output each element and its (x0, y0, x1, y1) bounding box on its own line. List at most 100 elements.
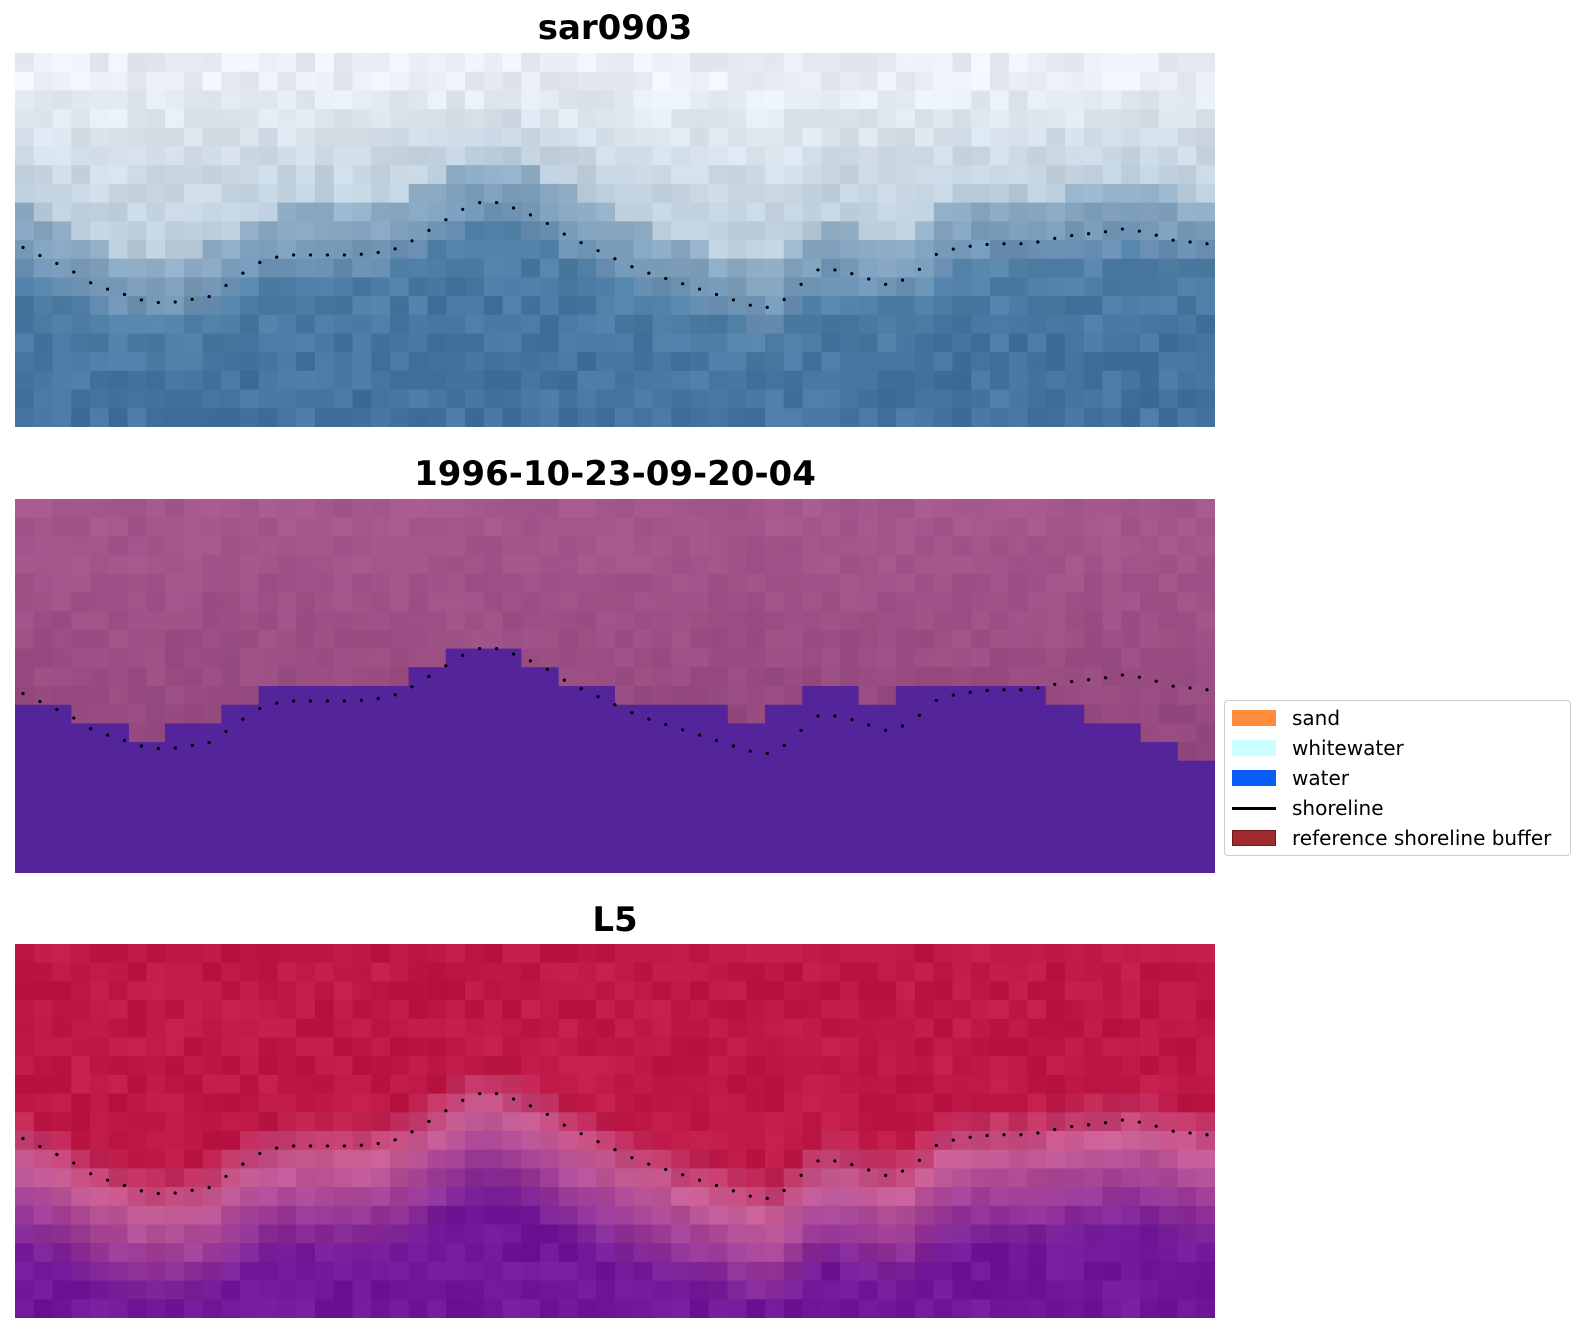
pixel (446, 389, 466, 409)
pixel (15, 1112, 35, 1132)
pixel (802, 944, 822, 964)
pixel (521, 71, 541, 91)
pixel (1008, 536, 1029, 556)
pixel (577, 1093, 597, 1113)
pixel (708, 202, 729, 222)
pixel (1177, 1224, 1197, 1244)
pixel (1196, 592, 1215, 612)
pixel (146, 408, 166, 427)
pixel (71, 1205, 91, 1226)
pixel (165, 1000, 185, 1020)
pixel (1065, 962, 1085, 982)
pixel (390, 277, 410, 297)
pixel (71, 555, 91, 575)
pixel (690, 90, 710, 110)
pixel (165, 53, 185, 73)
pixel (71, 1093, 91, 1113)
pixel (1065, 573, 1085, 594)
pixel (933, 555, 954, 575)
pixel (427, 165, 447, 185)
pixel (765, 389, 785, 409)
pixel (1196, 648, 1215, 668)
pixel (390, 408, 410, 427)
pixel (1121, 1093, 1141, 1113)
pixel (333, 258, 354, 278)
pixel (765, 629, 785, 650)
pixel (596, 314, 616, 335)
pixel (1102, 1299, 1122, 1318)
pixel (1027, 1000, 1047, 1020)
pixel (146, 592, 166, 612)
pixel (708, 648, 729, 668)
pixel (671, 1168, 691, 1188)
pixel (108, 296, 129, 316)
pixel (1046, 1299, 1066, 1318)
pixel (483, 499, 504, 519)
pixel (952, 536, 972, 556)
pixel (465, 1018, 485, 1039)
pixel (15, 314, 35, 335)
pixel (33, 1131, 54, 1151)
pixel (258, 944, 279, 964)
pixel (596, 146, 616, 166)
pixel (558, 1224, 579, 1244)
pixel (90, 408, 110, 427)
pixel (521, 165, 541, 185)
pixel (858, 536, 879, 556)
pixel (1008, 1056, 1029, 1076)
pixel (633, 962, 654, 982)
pixel (352, 1243, 372, 1263)
pixel (427, 240, 447, 260)
pixel (1083, 352, 1104, 372)
pixel (52, 592, 72, 612)
pixel (933, 389, 954, 409)
pixel (952, 258, 972, 278)
pixel (933, 277, 954, 297)
pixel (371, 221, 391, 241)
pixel (633, 1280, 654, 1300)
pixel (952, 1261, 972, 1282)
pixel (446, 1131, 466, 1151)
pixel (990, 1018, 1010, 1039)
pixel (465, 611, 485, 631)
pixel (1065, 1131, 1085, 1151)
pixel (821, 314, 841, 335)
pixel (258, 1056, 279, 1076)
pixel (615, 352, 635, 372)
pixel (71, 1112, 91, 1132)
pixel (708, 127, 729, 148)
pixel (671, 536, 691, 556)
pixel (540, 1018, 560, 1039)
pixel (690, 1224, 710, 1244)
pixel (146, 499, 166, 519)
pixel (840, 127, 860, 148)
pixel (108, 1093, 129, 1113)
pixel (633, 667, 654, 687)
pixel (127, 314, 147, 335)
pixel (1140, 1131, 1160, 1151)
pixel (71, 629, 91, 650)
pixel (90, 370, 110, 391)
pixel (371, 1224, 391, 1244)
pixel (615, 517, 635, 537)
pixel (840, 71, 860, 91)
pixel (783, 1149, 804, 1169)
pixel (371, 944, 391, 964)
pixel (1140, 704, 1160, 724)
pixel (1102, 71, 1122, 91)
pixel (708, 165, 729, 185)
pixel (446, 1112, 466, 1132)
pixel (821, 277, 841, 297)
pixel (371, 1168, 391, 1188)
pixel (990, 1205, 1010, 1226)
pixel (296, 408, 316, 427)
pixel (1177, 1074, 1197, 1095)
pixel (652, 555, 672, 575)
pixel (952, 944, 972, 964)
pixel (877, 1168, 897, 1188)
pixel (277, 333, 297, 353)
pixel (333, 962, 354, 982)
pixel (1008, 1280, 1029, 1300)
pixel (783, 1093, 804, 1113)
pixel (315, 408, 335, 427)
